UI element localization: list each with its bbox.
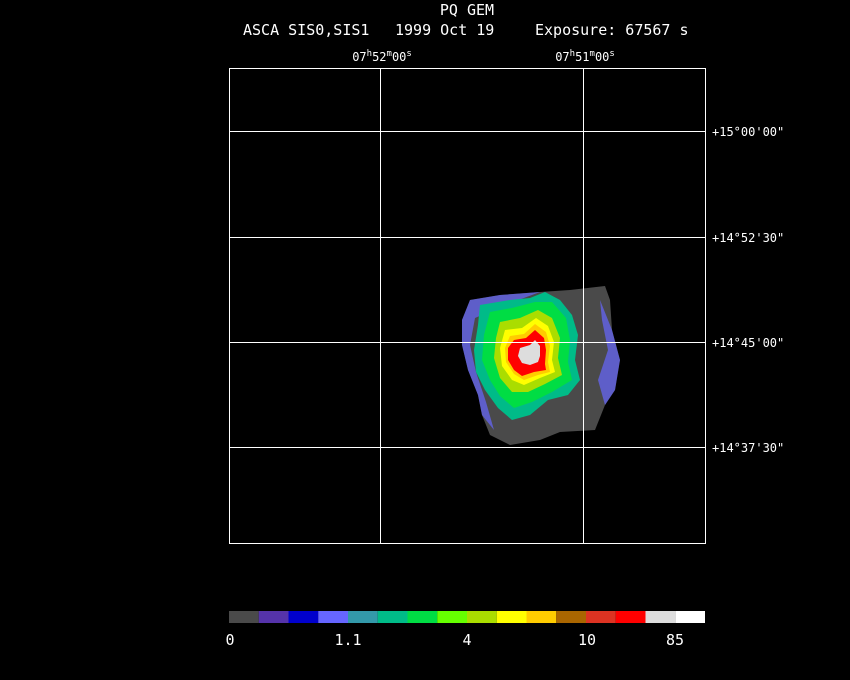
colorbar-cell bbox=[586, 611, 616, 623]
date: 1999 Oct 19 bbox=[395, 21, 494, 39]
source-image bbox=[462, 286, 620, 445]
colorbar-cell bbox=[496, 611, 527, 623]
colorbar-label: 1.1 bbox=[334, 631, 361, 649]
ra-value: 51 bbox=[575, 50, 589, 64]
level-14 bbox=[518, 340, 540, 365]
colorbar-cell bbox=[556, 611, 586, 623]
colorbar-cell bbox=[437, 611, 467, 623]
title: PQ GEM bbox=[440, 1, 494, 19]
ra-value: 00 bbox=[392, 50, 406, 64]
ra-value: 07 bbox=[555, 50, 569, 64]
colorbar-cell bbox=[258, 611, 289, 623]
ra-label: 07h51m00s bbox=[555, 49, 615, 64]
ra-unit: s bbox=[609, 49, 614, 59]
colorbar-cell bbox=[348, 611, 378, 623]
ra-value: 00 bbox=[595, 50, 609, 64]
level-3-edge bbox=[598, 300, 620, 405]
dec-label: +14°37'30" bbox=[712, 441, 784, 455]
colorbar-label: 0 bbox=[225, 631, 234, 649]
colorbar-cell bbox=[526, 611, 557, 623]
ra-value: 07 bbox=[352, 50, 366, 64]
colorbar-cell bbox=[407, 611, 438, 623]
colorbar-cell bbox=[615, 611, 646, 623]
dec-label: +15°00'00" bbox=[712, 125, 784, 139]
colorbar-cell bbox=[675, 611, 705, 623]
ra-unit: h bbox=[367, 49, 372, 59]
dec-label: +14°52'30" bbox=[712, 231, 784, 245]
instrument: ASCA SIS0,SIS1 bbox=[243, 21, 369, 39]
ra-unit: s bbox=[406, 49, 411, 59]
ra-label: 07h52m00s bbox=[352, 49, 412, 64]
colorbar-cell bbox=[467, 611, 497, 623]
colorbar-cell bbox=[377, 611, 408, 623]
colorbar-label: 10 bbox=[578, 631, 596, 649]
colorbar-cell bbox=[318, 611, 348, 623]
dec-label: +14°45'00" bbox=[712, 336, 784, 350]
exposure: Exposure: 67567 s bbox=[535, 21, 689, 39]
colorbar-label: 85 bbox=[666, 631, 684, 649]
ra-unit: h bbox=[570, 49, 575, 59]
colorbar-label: 4 bbox=[462, 631, 471, 649]
ra-unit: m bbox=[387, 49, 392, 59]
ra-unit: m bbox=[590, 49, 595, 59]
ra-value: 52 bbox=[372, 50, 386, 64]
image-frame bbox=[229, 68, 706, 544]
colorbar-cell bbox=[645, 611, 676, 623]
colorbar-cell bbox=[288, 611, 319, 623]
level-3 bbox=[462, 292, 540, 430]
colorbar-cell bbox=[229, 611, 259, 623]
